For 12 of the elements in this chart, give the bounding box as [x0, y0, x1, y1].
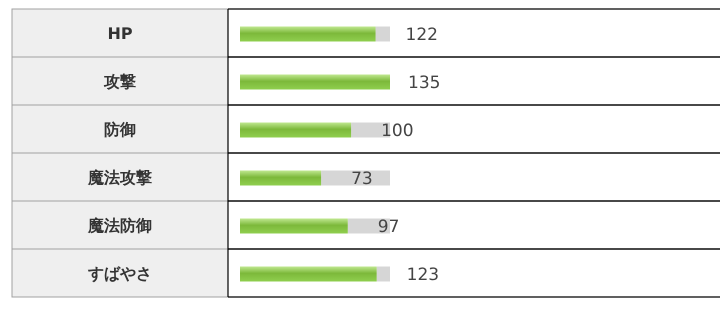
- data-label: 97: [378, 217, 400, 237]
- data-label: 100: [381, 121, 414, 141]
- data-label: 73: [351, 169, 373, 189]
- data-label: 135: [408, 73, 440, 93]
- y-tick-label: すばやさ: [87, 264, 152, 283]
- data-label: 122: [406, 25, 438, 45]
- y-tick-label: 魔法防御: [87, 216, 152, 235]
- y-tick-label: 防御: [104, 120, 136, 139]
- y-tick-label: HP: [107, 24, 133, 43]
- y-tick-label: 攻撃: [103, 72, 136, 91]
- y-tick-label: 魔法攻撃: [87, 168, 152, 187]
- data-label: 123: [406, 265, 440, 285]
